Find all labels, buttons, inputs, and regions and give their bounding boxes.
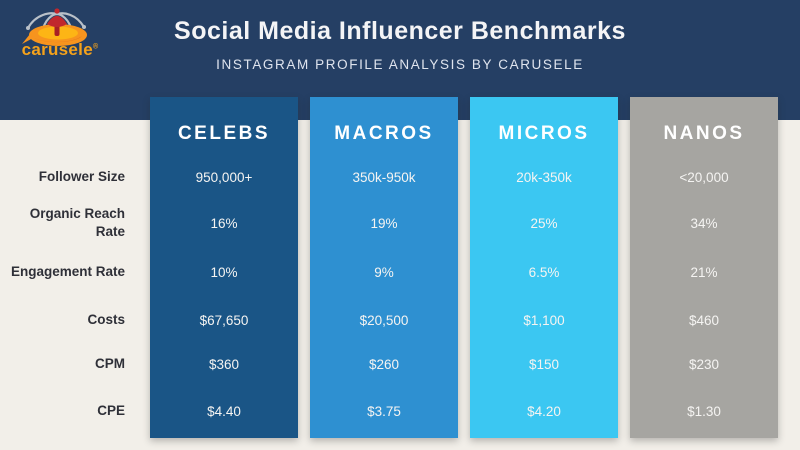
value-cell: 10% — [210, 264, 238, 280]
row-label: CPM — [95, 356, 125, 372]
value-cell: $230 — [688, 357, 720, 372]
page-subtitle: INSTAGRAM PROFILE ANALYSIS BY CARUSELE — [216, 57, 584, 72]
value-cell: 6.5% — [528, 264, 560, 280]
column-header: NANOS — [663, 123, 745, 144]
benchmark-table: Follower Size Organic Reach Rate Engagemen… — [0, 97, 778, 438]
label-spacer — [0, 97, 138, 155]
tier-column-celebs: CELEBS 950,000+ 16% 10% $67,650 $360 $4.40 — [150, 97, 298, 438]
value-cell: 25% — [530, 215, 558, 231]
column-header: CELEBS — [177, 123, 271, 144]
row-label: CPE — [97, 403, 125, 419]
value-cell: $260 — [368, 357, 400, 372]
column-header: MACROS — [334, 123, 434, 144]
row-labels-column: Follower Size Organic Reach Rate Engagemen… — [0, 97, 138, 438]
row-label: Costs — [87, 312, 125, 328]
value-cell: $4.20 — [527, 404, 561, 419]
value-cell: $20,500 — [359, 313, 409, 328]
carusele-logo: carusele® — [14, 4, 100, 66]
value-cell: 16% — [210, 215, 238, 231]
row-label: Follower Size — [38, 168, 125, 184]
page-title: Social Media Influencer Benchmarks — [174, 17, 626, 45]
value-cell: $150 — [528, 357, 560, 372]
tier-column-nanos: NANOS <20,000 34% 21% $460 $230 $1.30 — [630, 97, 778, 438]
value-cell: 350k-950k — [352, 169, 416, 185]
value-cell: 21% — [690, 264, 718, 280]
header-title-block: Social Media Influencer Benchmarks INSTA… — [0, 0, 800, 72]
value-cell: $460 — [688, 313, 720, 328]
value-cell: <20,000 — [679, 169, 729, 185]
value-cell: 34% — [690, 215, 718, 231]
carousel-icon — [22, 8, 87, 46]
value-cell: 950,000+ — [195, 169, 253, 185]
value-cell: $67,650 — [199, 313, 249, 328]
row-label: Engagement Rate — [10, 263, 125, 279]
value-cell: 9% — [374, 264, 394, 280]
logo-wordmark: carusele® — [21, 40, 99, 59]
value-cell: $3.75 — [367, 404, 401, 419]
tier-column-micros: MICROS 20k-350k 25% 6.5% $1,100 $150 $4.20 — [470, 97, 618, 438]
value-cell: 20k-350k — [516, 169, 572, 185]
value-cell: $360 — [208, 357, 240, 372]
value-cell: $4.40 — [207, 404, 241, 419]
registered-mark-icon: ® — [92, 43, 99, 51]
value-cell: $1,100 — [523, 313, 565, 328]
column-header: MICROS — [498, 123, 590, 144]
row-label: Organic Reach Rate — [29, 205, 125, 239]
tier-column-macros: MACROS 350k-950k 19% 9% $20,500 $260 $3.75 — [310, 97, 458, 438]
value-cell: $1.30 — [687, 404, 721, 419]
value-cell: 19% — [370, 215, 398, 231]
